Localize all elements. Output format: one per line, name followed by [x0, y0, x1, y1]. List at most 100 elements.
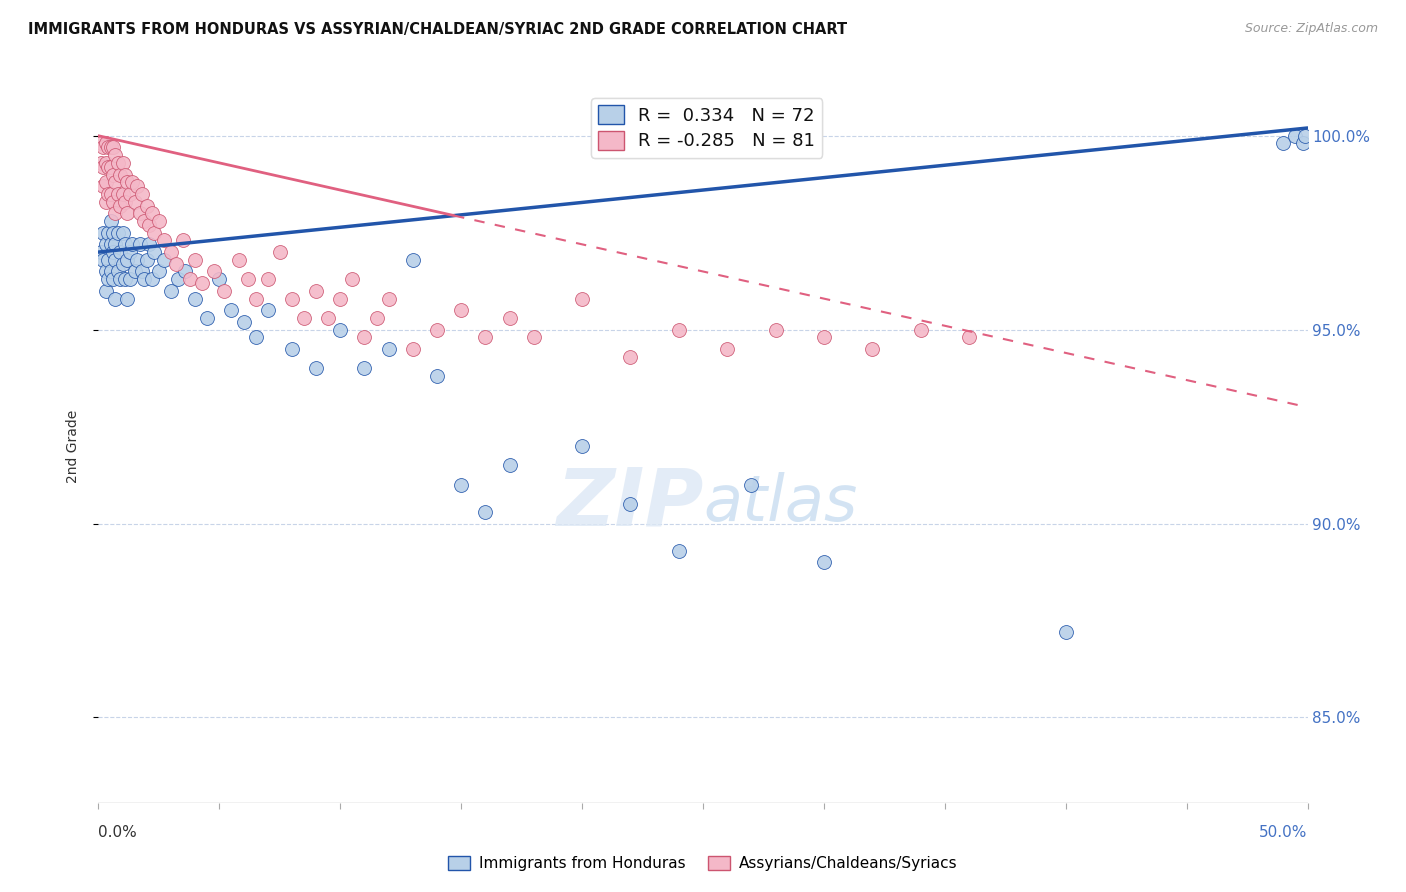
Point	[619, 497, 641, 511]
Point	[195, 311, 218, 326]
Point	[256, 303, 278, 318]
Point	[107, 156, 129, 170]
Point	[228, 252, 250, 267]
Point	[114, 194, 136, 209]
Point	[165, 257, 187, 271]
Point	[94, 284, 117, 298]
Point	[141, 272, 163, 286]
Point	[450, 303, 472, 318]
Point	[148, 214, 170, 228]
Point	[94, 156, 117, 170]
Point	[256, 272, 278, 286]
Point	[118, 272, 141, 286]
Point	[131, 264, 153, 278]
Point	[860, 342, 883, 356]
Point	[377, 292, 399, 306]
Point	[305, 361, 328, 376]
Point	[238, 272, 260, 286]
Point	[111, 156, 134, 170]
Point	[94, 175, 117, 189]
Point	[121, 175, 143, 189]
Point	[114, 168, 136, 182]
Point	[107, 186, 129, 201]
Point	[111, 186, 134, 201]
Point	[498, 458, 520, 473]
Point	[426, 369, 449, 384]
Point	[1294, 128, 1316, 143]
Point	[90, 136, 112, 151]
Point	[305, 284, 328, 298]
Point	[716, 342, 738, 356]
Point	[138, 218, 160, 232]
Point	[104, 175, 127, 189]
Point	[101, 194, 124, 209]
Point	[101, 140, 124, 154]
Point	[208, 272, 231, 286]
Point	[184, 252, 207, 267]
Point	[97, 186, 120, 201]
Point	[101, 168, 124, 182]
Point	[1292, 136, 1315, 151]
Point	[1054, 625, 1077, 640]
Point	[97, 226, 120, 240]
Point	[94, 264, 117, 278]
Point	[765, 323, 787, 337]
Point	[91, 179, 114, 194]
Point	[104, 148, 127, 162]
Point	[353, 330, 375, 344]
Point	[212, 284, 235, 298]
Point	[160, 245, 183, 260]
Point	[97, 272, 120, 286]
Point	[135, 252, 157, 267]
Point	[101, 272, 124, 286]
Point	[97, 140, 120, 154]
Point	[134, 272, 156, 286]
Point	[426, 323, 449, 337]
Point	[134, 214, 156, 228]
Point	[117, 175, 139, 189]
Point	[104, 237, 127, 252]
Point	[342, 272, 364, 286]
Point	[91, 226, 114, 240]
Point	[117, 206, 139, 220]
Point	[131, 186, 153, 201]
Point	[107, 264, 129, 278]
Point	[668, 543, 690, 558]
Point	[128, 206, 150, 220]
Point	[221, 303, 243, 318]
Point	[813, 330, 835, 344]
Y-axis label: 2nd Grade: 2nd Grade	[66, 409, 80, 483]
Point	[232, 315, 254, 329]
Point	[377, 342, 399, 356]
Point	[402, 252, 425, 267]
Point	[292, 311, 315, 326]
Point	[127, 179, 149, 194]
Point	[135, 198, 157, 212]
Point	[104, 206, 127, 220]
Point	[100, 140, 122, 154]
Text: atlas: atlas	[703, 472, 858, 534]
Point	[353, 361, 375, 376]
Point	[94, 136, 117, 151]
Point	[138, 237, 160, 252]
Point	[571, 439, 593, 453]
Point	[316, 311, 339, 326]
Point	[114, 272, 136, 286]
Point	[111, 226, 134, 240]
Point	[118, 186, 141, 201]
Point	[90, 245, 112, 260]
Point	[143, 226, 166, 240]
Point	[111, 257, 134, 271]
Point	[813, 555, 835, 569]
Point	[402, 342, 425, 356]
Text: 0.0%: 0.0%	[98, 825, 138, 840]
Point	[117, 252, 139, 267]
Point	[108, 168, 131, 182]
Point	[91, 160, 114, 174]
Point	[101, 245, 124, 260]
Point	[124, 264, 146, 278]
Point	[90, 156, 112, 170]
Point	[152, 234, 174, 248]
Point	[450, 477, 472, 491]
Point	[104, 252, 127, 267]
